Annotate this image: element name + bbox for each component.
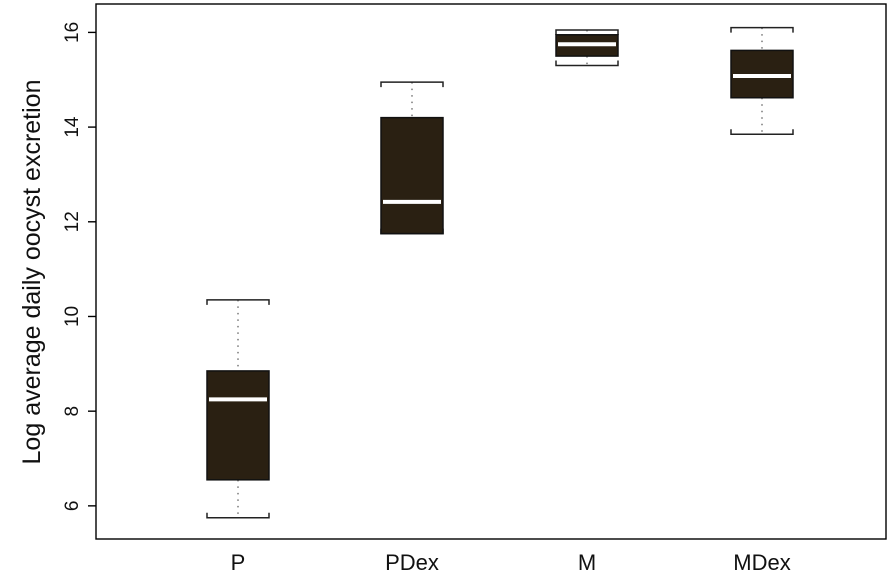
x-label-m: M [578, 550, 596, 575]
x-label-mdex: MDex [733, 550, 790, 575]
y-tick-label-6: 6 [62, 501, 83, 512]
y-axis: 6 8 10 12 14 16 [62, 22, 96, 511]
box-p [206, 299, 270, 519]
lower-cap [730, 129, 794, 135]
box-m [555, 29, 619, 67]
boxes-group [206, 26, 794, 519]
lower-cap [555, 60, 619, 67]
x-label-p: P [231, 550, 246, 575]
y-tick-label-14: 14 [62, 116, 83, 138]
plot-frame [95, 3, 887, 540]
box-mdex [730, 26, 794, 135]
box-body [380, 116, 444, 235]
upper-cap [555, 29, 619, 36]
y-tick-label-10: 10 [62, 306, 83, 327]
upper-cap [206, 299, 270, 305]
x-axis-labels: P PDex M MDex [231, 550, 791, 575]
x-label-pdex: PDex [385, 550, 439, 575]
y-tick-label-12: 12 [62, 211, 83, 232]
box-body [206, 370, 270, 481]
upper-cap [730, 26, 794, 33]
y-tick-label-16: 16 [62, 22, 83, 43]
y-tick-label-8: 8 [62, 406, 83, 417]
y-axis-title: Log average daily oocyst excretion [18, 80, 46, 465]
upper-cap [380, 81, 444, 88]
lower-cap [206, 512, 270, 519]
box-pdex [380, 81, 444, 235]
